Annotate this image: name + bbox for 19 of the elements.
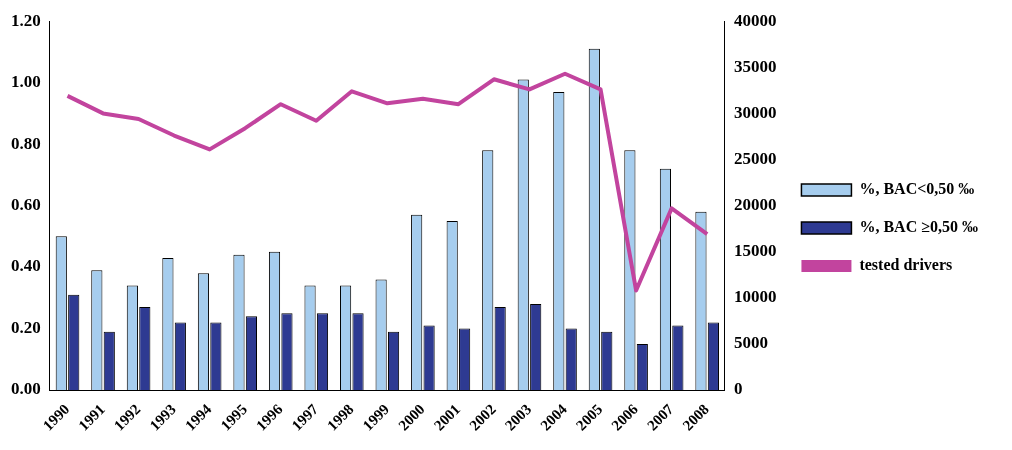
y-tick-label: 1.20 xyxy=(11,10,41,30)
y-tick-label: 0.00 xyxy=(11,379,41,399)
y-tick-label: 0.20 xyxy=(11,317,41,337)
y-tick-label: 0.80 xyxy=(11,133,41,153)
y2-tick-label: 40000 xyxy=(733,10,777,30)
y-tick-label: 0.40 xyxy=(11,256,41,276)
y2-tick-label: 20000 xyxy=(733,195,777,215)
y2-tick-label: 30000 xyxy=(733,102,777,122)
y2-tick-label: 15000 xyxy=(733,241,777,261)
y2-tick-label: 10000 xyxy=(733,287,777,307)
legend-label: tested drivers xyxy=(859,256,953,274)
y-tick-label: 1.00 xyxy=(11,72,41,92)
y2-tick-label: 35000 xyxy=(733,56,777,76)
y-tick-label: 0.60 xyxy=(11,195,41,215)
y2-tick-label: 0 xyxy=(733,379,743,399)
y2-tick-label: 25000 xyxy=(733,148,777,168)
legend-label: %, BAC ≥0,50 ‰ xyxy=(859,218,978,236)
y2-tick-label: 5000 xyxy=(733,333,768,353)
legend-label: %, BAC<0,50 ‰ xyxy=(859,180,975,198)
